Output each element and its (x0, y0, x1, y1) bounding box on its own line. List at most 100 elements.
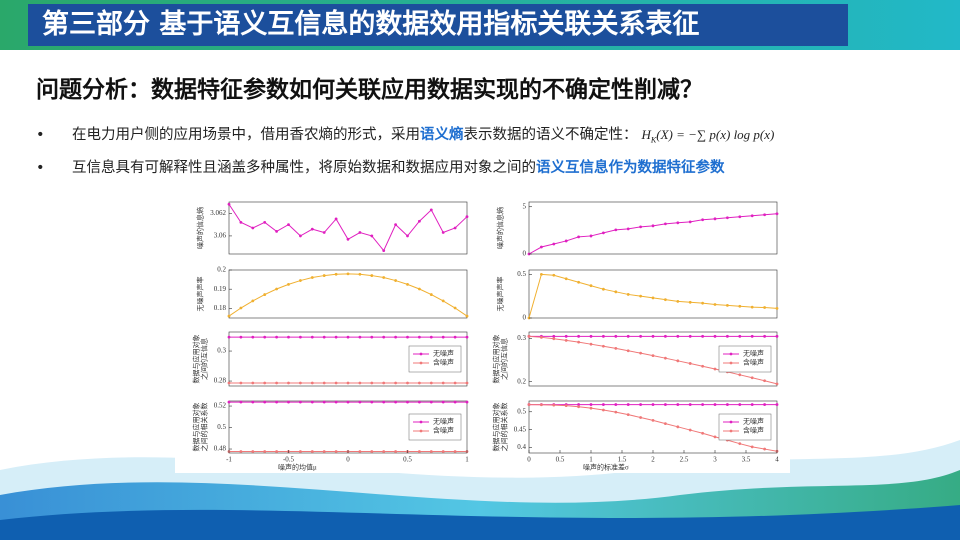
point (441, 335, 445, 339)
point (358, 231, 362, 234)
point (626, 349, 630, 353)
point (394, 335, 397, 339)
point (370, 381, 374, 385)
point (664, 222, 667, 226)
point (639, 403, 642, 406)
point (651, 296, 655, 300)
point (676, 359, 680, 363)
point (287, 381, 290, 385)
point (688, 362, 692, 365)
legend-marker (729, 352, 733, 356)
point (441, 450, 445, 453)
point (750, 334, 754, 338)
point (664, 422, 667, 425)
point (358, 400, 362, 404)
legend-label: 含噪声 (743, 358, 764, 367)
point (263, 450, 267, 453)
y-tick-label: 0.2 (217, 266, 226, 274)
point (713, 403, 717, 406)
x-tick-label: 3 (713, 456, 717, 464)
point (676, 300, 680, 303)
legend-marker (419, 420, 423, 424)
point (676, 221, 680, 225)
x-tick-label: 3.5 (742, 456, 751, 464)
point (299, 450, 302, 453)
point (418, 381, 421, 385)
point (564, 404, 568, 408)
y-tick-label: 0.2 (517, 377, 526, 385)
point (346, 237, 350, 241)
y-axis-label: 数据与应用对象 (492, 335, 501, 384)
point (763, 213, 766, 217)
point (651, 418, 655, 422)
chart-figure: 3.06 3.062 噪声的信息熵 0 5 噪声的信息熵 0.18 0.19 0.2 无噪声声率 0… (175, 195, 790, 473)
point (602, 287, 605, 291)
point (394, 223, 397, 227)
plot-frame (228, 201, 468, 255)
plot-frame (528, 331, 778, 387)
point (676, 425, 680, 429)
point (775, 382, 779, 386)
point (358, 381, 362, 385)
legend-marker (419, 361, 423, 365)
formula: HK(X) = −∑ p(x) log p(x) (641, 127, 775, 145)
y-tick-label: 0.3 (217, 347, 226, 355)
point (465, 335, 469, 339)
point (239, 450, 243, 453)
point (275, 381, 278, 385)
point (441, 299, 445, 303)
point (370, 335, 374, 339)
highlight: 语义互信息作为数据特征参数 (536, 160, 725, 176)
point (775, 307, 779, 310)
x-tick-label: 1.5 (618, 456, 627, 464)
point (564, 338, 568, 342)
point (334, 217, 338, 221)
y-tick-label: 0.28 (214, 377, 227, 385)
point (453, 226, 457, 230)
point (394, 381, 397, 385)
point (453, 335, 457, 339)
point (346, 381, 350, 385)
formula-part: H (641, 127, 651, 142)
point (275, 450, 278, 453)
text: 表示数据的语义不确定性： (463, 127, 638, 143)
y-axis-label: 数据与应用对象 (192, 335, 201, 384)
point (429, 400, 433, 404)
point (589, 234, 593, 238)
point (418, 450, 421, 453)
y-tick-label: 0.19 (214, 285, 227, 293)
point (429, 450, 433, 453)
point (602, 334, 605, 338)
point (626, 403, 630, 406)
point (701, 218, 704, 222)
bullet: • 互信息具有可解释性且涵盖多种属性，将原始数据和数据应用对象之间的语义互信息作为… (36, 156, 725, 177)
x-axis-label: 噪声的标准差σ (583, 463, 629, 472)
x-tick-label: 4 (775, 456, 779, 464)
point (334, 381, 338, 385)
y-axis-label: 噪声的信息熵 (196, 207, 205, 249)
x-tick-label: 0.5 (403, 456, 412, 464)
formula-part: K (650, 135, 657, 145)
point (614, 228, 618, 232)
point (275, 229, 278, 233)
point (713, 217, 717, 221)
point (299, 234, 302, 238)
point (726, 334, 729, 338)
point (239, 381, 243, 385)
point (358, 272, 362, 276)
point (263, 400, 267, 404)
point (540, 335, 543, 339)
header-title: 第三部分 基于语义互信息的数据效用指标关联关系表征 (28, 4, 848, 46)
point (406, 335, 409, 339)
point (263, 335, 267, 339)
point (441, 231, 445, 234)
point (239, 335, 243, 339)
point (664, 403, 667, 406)
point (346, 335, 350, 339)
legend-label: 无噪声 (433, 349, 454, 358)
plot-frame (528, 201, 778, 255)
point (370, 400, 374, 404)
point (775, 403, 779, 406)
legend-label: 含噪声 (433, 426, 454, 435)
